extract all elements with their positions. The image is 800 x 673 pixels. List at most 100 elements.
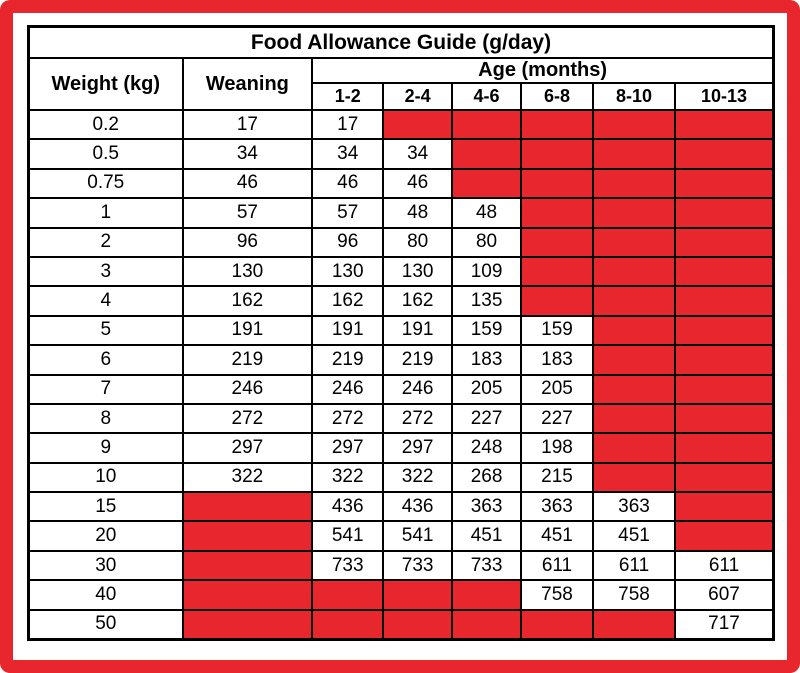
red-empty-cell xyxy=(674,402,775,435)
table-row: 30 733 733 733 611 611 611 xyxy=(27,549,775,582)
weight-cell: 20 xyxy=(27,520,184,552)
weight-cell: 0.5 xyxy=(27,138,184,170)
age-value-cell: 162 xyxy=(311,285,385,317)
age-value-cell: 451 xyxy=(451,520,522,552)
red-empty-cell xyxy=(591,167,677,200)
weight-cell: 0.2 xyxy=(27,108,184,141)
table-row: 7 246 246 246 205 205 xyxy=(27,373,775,405)
red-empty-cell xyxy=(382,608,454,641)
red-empty-cell xyxy=(674,314,775,347)
red-empty-cell xyxy=(591,255,677,288)
age-value-cell: 198 xyxy=(520,432,594,464)
red-empty-cell xyxy=(181,579,314,611)
red-empty-cell xyxy=(591,138,677,170)
age-value-cell: 46 xyxy=(382,167,454,200)
age-value-cell: 268 xyxy=(451,461,522,494)
age-value-cell: 159 xyxy=(520,314,594,347)
age-value-cell: 48 xyxy=(382,197,454,229)
weight-cell: 9 xyxy=(27,432,184,464)
red-empty-cell xyxy=(591,285,677,317)
age-value-cell: 248 xyxy=(451,432,522,464)
red-empty-cell xyxy=(591,314,677,347)
table-row: 1 57 57 48 48 xyxy=(27,197,775,229)
table-row: 10 322 322 322 268 215 xyxy=(27,461,775,494)
weight-cell: 30 xyxy=(27,549,184,582)
red-empty-cell xyxy=(181,549,314,582)
weight-cell: 0.75 xyxy=(27,167,184,200)
red-empty-cell xyxy=(181,491,314,523)
red-empty-cell xyxy=(520,108,594,141)
age-value-cell: 227 xyxy=(520,402,594,435)
title-row: Food Allowance Guide (g/day) xyxy=(27,25,775,59)
table-row: 50 717 xyxy=(27,608,775,641)
red-empty-cell xyxy=(591,344,677,376)
age-value-cell: 322 xyxy=(311,461,385,494)
weaning-cell: 191 xyxy=(181,314,314,347)
age-value-cell: 451 xyxy=(591,520,677,552)
weaning-cell: 219 xyxy=(181,344,314,376)
table-body: 0.2 17 17 0.5 34 34 34 0.75 46 46 46 1 57 57 48 48 2 96 96… xyxy=(27,108,775,641)
col-header-weaning: Weaning xyxy=(181,57,314,111)
col-header-age-1-2: 1-2 xyxy=(311,82,385,111)
red-empty-cell xyxy=(674,461,775,494)
table-title: Food Allowance Guide (g/day) xyxy=(27,25,775,59)
col-header-age-6-8: 6-8 xyxy=(520,82,594,111)
age-value-cell: 205 xyxy=(520,373,594,405)
red-empty-cell xyxy=(591,402,677,435)
age-value-cell: 541 xyxy=(382,520,454,552)
age-value-cell: 717 xyxy=(674,608,775,641)
table-row: 8 272 272 272 227 227 xyxy=(27,402,775,435)
age-value-cell: 109 xyxy=(451,255,522,288)
table-row: 40 758 758 607 xyxy=(27,579,775,611)
table-row: 20 541 541 451 451 451 xyxy=(27,520,775,552)
red-empty-cell xyxy=(674,197,775,229)
red-empty-cell xyxy=(591,461,677,494)
age-value-cell: 246 xyxy=(311,373,385,405)
red-empty-cell xyxy=(674,491,775,523)
red-empty-cell xyxy=(591,608,677,641)
weight-cell: 5 xyxy=(27,314,184,347)
red-empty-cell xyxy=(520,167,594,200)
age-value-cell: 80 xyxy=(451,226,522,258)
table-row: 0.2 17 17 xyxy=(27,108,775,141)
red-empty-cell xyxy=(311,579,385,611)
age-value-cell: 191 xyxy=(311,314,385,347)
age-value-cell: 219 xyxy=(382,344,454,376)
header-row-top: Weight (kg) Weaning Age (months) xyxy=(27,57,775,111)
red-empty-cell xyxy=(674,373,775,405)
red-empty-cell xyxy=(382,579,454,611)
age-value-cell: 272 xyxy=(382,402,454,435)
age-value-cell: 135 xyxy=(451,285,522,317)
red-empty-cell xyxy=(451,579,522,611)
red-empty-cell xyxy=(674,226,775,258)
age-value-cell: 733 xyxy=(311,549,385,582)
age-value-cell: 611 xyxy=(674,549,775,582)
age-value-cell: 46 xyxy=(311,167,385,200)
weight-cell: 15 xyxy=(27,491,184,523)
table-row: 9 297 297 297 248 198 xyxy=(27,432,775,464)
age-value-cell: 130 xyxy=(311,255,385,288)
table-header: Food Allowance Guide (g/day) Weight (kg)… xyxy=(27,25,775,111)
table-row: 5 191 191 191 159 159 xyxy=(27,314,775,347)
weight-cell: 50 xyxy=(27,608,184,641)
age-value-cell: 17 xyxy=(311,108,385,141)
weaning-cell: 46 xyxy=(181,167,314,200)
col-header-age-4-6: 4-6 xyxy=(451,82,522,111)
weaning-cell: 162 xyxy=(181,285,314,317)
age-value-cell: 733 xyxy=(382,549,454,582)
age-value-cell: 80 xyxy=(382,226,454,258)
col-header-age-10-13: 10-13 xyxy=(674,82,775,111)
red-empty-cell xyxy=(181,520,314,552)
col-header-weight: Weight (kg) xyxy=(27,57,184,111)
header-row-age-columns: 1-2 2-4 4-6 6-8 8-10 10-13 xyxy=(29,82,775,111)
age-value-cell: 215 xyxy=(520,461,594,494)
age-value-cell: 272 xyxy=(311,402,385,435)
weaning-cell: 297 xyxy=(181,432,314,464)
weight-cell: 4 xyxy=(27,285,184,317)
weaning-cell: 246 xyxy=(181,373,314,405)
age-value-cell: 758 xyxy=(591,579,677,611)
table-row: 0.75 46 46 46 xyxy=(27,167,775,200)
red-empty-cell xyxy=(451,138,522,170)
col-header-age-2-4: 2-4 xyxy=(382,82,454,111)
